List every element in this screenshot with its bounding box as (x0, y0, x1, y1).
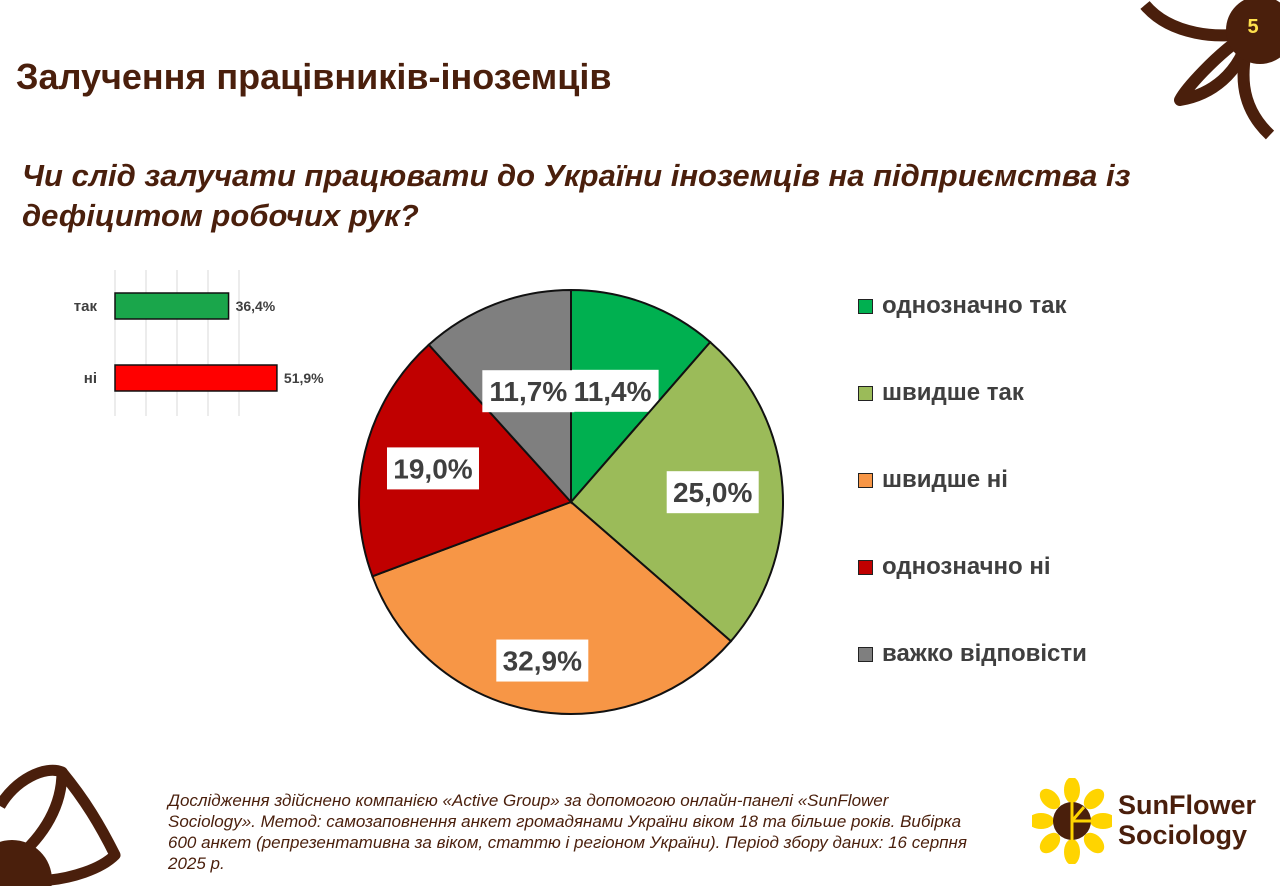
legend-swatch (858, 298, 873, 314)
mini-category-label: так (74, 298, 98, 315)
survey-question: Чи слід залучати працювати до України ін… (22, 158, 1131, 233)
sunflower-logo-icon (1032, 778, 1112, 864)
pie-data-label: 11,7% (482, 370, 575, 413)
legend-label: важко відповісти (882, 640, 1087, 667)
legend-swatch (858, 559, 873, 575)
legend-swatch (858, 646, 873, 662)
data-label-box (496, 639, 589, 682)
pie-chart: 11,4% 25,0% 32,9% 19,0% 11,7% (358, 288, 784, 715)
data-label-text: 25,0% (673, 477, 752, 508)
logo-line-1: SunFlower (1118, 790, 1257, 820)
legend-item-definitely-yes: однозначно так (858, 288, 1066, 324)
pie-data-label: 25,0% (666, 471, 759, 514)
pie-slice-rather-no (371, 500, 733, 715)
pie-data-label: 11,4% (566, 369, 659, 412)
legend-item-rather-no: швидше ні (858, 462, 1008, 498)
legend-item-hard-to-say: важко відповісти (858, 636, 1087, 672)
data-label-box (666, 471, 759, 514)
mini-value-label: 36,4% (236, 298, 276, 314)
methodology-footnote: Дослідження здійснено компанією «Active … (168, 791, 967, 873)
legend-swatch (858, 385, 873, 401)
data-label-text: 19,0% (393, 453, 472, 484)
mini-category-label: ні (84, 370, 97, 387)
pie-data-label: 32,9% (496, 639, 589, 682)
page-number: 5 (1247, 16, 1259, 38)
sunflower-corner-icon (0, 764, 121, 886)
data-label-text: 11,4% (574, 376, 652, 407)
data-label-box (386, 447, 479, 490)
data-label-text: 32,9% (503, 646, 582, 677)
mini-bar-yes (114, 292, 230, 320)
legend-label: швидше так (882, 379, 1024, 406)
legend-item-rather-yes: швидше так (858, 375, 1024, 411)
legend-label: швидше ні (882, 466, 1008, 493)
sunflower-corner-icon (1140, 0, 1280, 140)
legend-label: однозначно так (882, 292, 1067, 319)
mini-value-label: 51,9% (284, 370, 324, 386)
sunflower-sociology-logo: SunFlower Sociology (1032, 778, 1262, 864)
legend-label: однозначно ні (882, 553, 1051, 580)
logo-line-2: Sociology (1118, 820, 1248, 850)
data-label-text: 11,7% (489, 376, 567, 407)
slide-title: Залучення працівників-іноземців (16, 56, 612, 97)
mini-bar-chart: так 36,4% ні 51,9% (74, 270, 324, 416)
legend-swatch (858, 472, 873, 488)
mini-bar-no (114, 364, 278, 392)
pie-data-label: 19,0% (386, 447, 479, 490)
legend-item-definitely-no: однозначно ні (858, 549, 1051, 585)
data-label-box (482, 370, 575, 413)
data-label-box (566, 369, 659, 412)
